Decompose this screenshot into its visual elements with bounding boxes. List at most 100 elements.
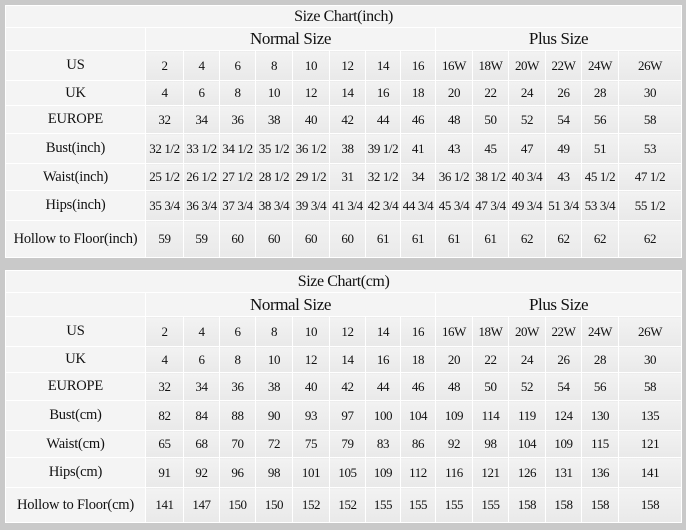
table-cell: 55 1/2 [617,190,683,221]
table-row: EUROPE 32 34 36 38 40 42 44 46 48 50 52 54 56 58 [5,105,683,134]
table-cell: 18W [472,50,509,81]
table-cell: 30 [617,346,683,373]
table-cell: 24 [508,80,546,106]
row-label: Waist(inch) [5,163,146,191]
table-cell: 155 [472,487,509,523]
table-cell: 98 [255,457,293,488]
table-cell: 68 [183,430,220,458]
table-cell: 90 [255,400,293,431]
table-cell: 49 [545,133,582,164]
table-cell: 36 1/2 [435,163,473,191]
table-cell: 135 [617,400,683,431]
table-cell: 46 [400,105,436,134]
table-cell: 60 [255,220,293,258]
table-cell: 33 1/2 [183,133,220,164]
table-row: US 2 4 6 8 10 12 14 16 16W 18W 20W 22W 24W 26W [5,316,683,347]
table-cell: 12 [292,346,330,373]
table-cell: 20 [435,346,473,373]
table-cell: 18W [472,316,509,347]
table-cell: 96 [219,457,256,488]
table-cell: 59 [145,220,184,258]
table-cell: 10 [292,50,330,81]
table-cell: 45 1/2 [581,163,619,191]
table-cell: 4 [183,50,220,81]
table-cell: 16W [435,50,473,81]
table-cell: 60 [292,220,330,258]
table-cell: 4 [145,346,184,373]
table-cell: 8 [219,80,256,106]
table-cell: 38 [329,133,366,164]
table-cell: 53 [617,133,683,164]
size-chart-cm: Size Chart(cm) Normal Size Plus Size US 2 4 6 8… [4,270,683,523]
table-cell: 22 [472,346,509,373]
table-cell: 6 [219,50,256,81]
table-cell: 141 [145,487,184,523]
table-cell: 41 3/4 [329,190,366,221]
table-cell: 121 [472,457,509,488]
table-cell: 22W [545,50,582,81]
table-cell: 40 [292,372,330,401]
group-normal-size: Normal Size [145,292,436,317]
table-cell: 61 [435,220,473,258]
table-cell: 6 [183,346,220,373]
row-label: US [5,50,146,81]
table-cell: 50 [472,105,509,134]
table-cell: 56 [581,105,619,134]
table-cell: 28 [581,346,619,373]
table-cell: 24 [508,346,546,373]
table-cell: 43 [435,133,473,164]
row-label: Bust(cm) [5,400,146,431]
table-cell: 44 [365,105,401,134]
table-cell: 12 [329,316,366,347]
table-cell: 45 3/4 [435,190,473,221]
table-cell: 20 [435,80,473,106]
table-cell: 48 [435,105,473,134]
table-cell: 65 [145,430,184,458]
table-cell: 14 [365,316,401,347]
table-row: Hips(cm) 91 92 96 98 101 105 109 112 116 121 126 131… [5,457,683,488]
table-cell: 4 [145,80,184,106]
table-cell: 8 [255,50,293,81]
table-cell: 51 3/4 [545,190,582,221]
table-cell: 83 [365,430,401,458]
table-cell: 8 [219,346,256,373]
table-row: UK 4 6 8 10 12 14 16 18 20 22 24 26 28 30 [5,346,683,373]
table-cell: 155 [400,487,436,523]
table-cell: 26W [617,316,683,347]
table-cell: 47 3/4 [472,190,509,221]
row-label: EUROPE [5,372,146,401]
table-cell: 2 [145,316,184,347]
table-cell: 152 [329,487,366,523]
table-cell: 105 [329,457,366,488]
table-cell: 36 3/4 [183,190,220,221]
row-label: UK [5,346,146,373]
table-row: EUROPE 32 34 36 38 40 42 44 46 48 50 52 54 56 58 [5,372,683,401]
table-cell: 109 [365,457,401,488]
table-cell: 61 [365,220,401,258]
table-cell: 35 3/4 [145,190,184,221]
table-cell: 47 1/2 [617,163,683,191]
table-cell: 26 [545,346,582,373]
table-cell: 82 [145,400,184,431]
table-cell: 136 [581,457,619,488]
table-cell: 18 [400,346,436,373]
table-cell: 46 [400,372,436,401]
table-cell: 60 [219,220,256,258]
table-cell: 38 [255,372,293,401]
row-label: Hollow to Floor(cm) [5,487,146,523]
table-cell: 32 1/2 [145,133,184,164]
table-cell: 42 [329,372,366,401]
row-label: Hollow to Floor(inch) [5,220,146,258]
table-cell: 35 1/2 [255,133,293,164]
table-cell: 130 [581,400,619,431]
table-cell: 39 3/4 [292,190,330,221]
table-cell: 32 1/2 [365,163,401,191]
table-cell: 62 [508,220,546,258]
table-cell: 61 [472,220,509,258]
table-cell: 52 [508,372,546,401]
table-cell: 60 [329,220,366,258]
table-cell: 52 [508,105,546,134]
table-cell: 40 [292,105,330,134]
table-cell: 56 [581,372,619,401]
table-cell: 14 [329,80,366,106]
